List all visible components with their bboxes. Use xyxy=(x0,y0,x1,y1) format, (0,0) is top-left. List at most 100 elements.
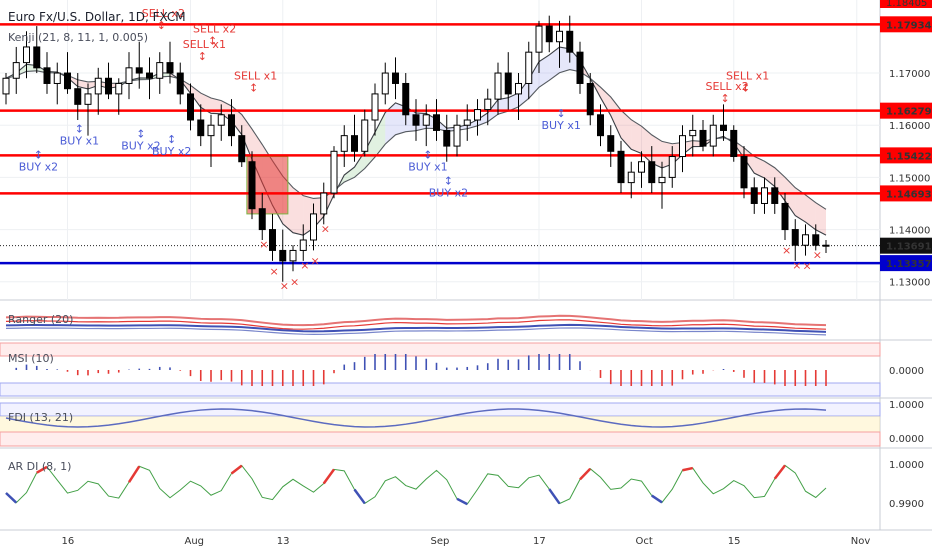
candle-up xyxy=(94,77,102,95)
signal-label: SELL x2 xyxy=(706,80,749,93)
candle-up xyxy=(340,135,348,152)
candle-up xyxy=(310,213,317,241)
level-label: 1.17934 xyxy=(886,20,932,31)
cloud-segment xyxy=(385,102,396,145)
candle-down xyxy=(576,51,584,84)
candle-down xyxy=(699,129,707,147)
candle-down xyxy=(64,72,71,90)
candle-down xyxy=(607,135,615,152)
candle-down xyxy=(443,129,451,147)
level-label-bg xyxy=(880,16,932,33)
cross-marker: × xyxy=(259,238,268,251)
signals: BUY x2↕BUY x1↕BUY x2↕BUY x2↕SELL x2↕ SELL… xyxy=(19,7,769,200)
signal-label: BUY x2 xyxy=(152,145,191,158)
candle-up xyxy=(627,171,635,184)
signal-arrow: ↕ xyxy=(557,107,566,120)
cloud-segment xyxy=(631,119,642,154)
candle-up xyxy=(453,124,461,147)
candle-down xyxy=(822,244,830,247)
cross-markers: ××× ×× ×××× ×× xyxy=(259,222,822,292)
candle-down xyxy=(720,124,727,131)
support-label: 1.13357 xyxy=(886,259,932,270)
horizontal-levels xyxy=(0,23,880,265)
candle-down xyxy=(176,72,184,95)
candle-down xyxy=(43,67,51,84)
signal-label: BUY x2 xyxy=(121,140,160,153)
candle-down xyxy=(197,119,205,137)
candle-up xyxy=(422,114,430,126)
ardi-highlight xyxy=(230,464,243,475)
ardi-highlight xyxy=(36,465,48,474)
candle-down xyxy=(238,135,246,163)
signal-arrow: ↕ xyxy=(249,81,258,94)
cloud-segment xyxy=(508,92,519,112)
ardi-label: AR DI (8, 1) xyxy=(8,460,71,473)
candle-down xyxy=(258,208,266,231)
signal-label: SELL x1 xyxy=(726,69,769,82)
candle-up xyxy=(463,119,471,126)
cloud-segment xyxy=(651,134,662,168)
signal-label: BUY x2 xyxy=(19,161,58,174)
fdi-mid-band xyxy=(0,416,880,432)
time-tick: Nov xyxy=(851,536,871,547)
signal-arrow: ↕ xyxy=(444,175,453,188)
signal-arrow: ↕ xyxy=(167,133,176,146)
signal-arrow: ↕ xyxy=(157,19,166,32)
cross-marker: × xyxy=(280,280,289,293)
ardi-tick-0: 0.9900 xyxy=(889,499,924,510)
level-label: 1.16279 xyxy=(886,107,932,118)
candle-up xyxy=(535,25,543,53)
msi-pane: 0.0000 xyxy=(0,342,924,397)
cross-marker: × xyxy=(321,222,330,235)
level-label: 1.15422 xyxy=(886,151,932,162)
ranger-line xyxy=(5,319,827,330)
candle-down xyxy=(135,67,143,74)
ranger-line xyxy=(5,314,827,327)
signal-arrow: ↕ xyxy=(136,128,145,141)
fdi-lower-band xyxy=(0,431,881,447)
signal-arrow: ↕ xyxy=(198,50,207,63)
top-label-bg xyxy=(880,0,932,8)
cloud-segment xyxy=(621,110,632,150)
cloud-segment xyxy=(815,202,826,236)
candle-up xyxy=(474,109,481,121)
candle-up xyxy=(679,135,686,158)
top-label: 1.18405 xyxy=(886,0,927,9)
cloud-segment xyxy=(764,161,775,187)
cross-marker: × xyxy=(792,259,801,272)
cross-marker: × xyxy=(813,248,822,261)
cloud-segment xyxy=(805,194,816,230)
ardi-highlight xyxy=(322,468,336,485)
price-tick: 1.13000 xyxy=(889,278,930,289)
time-axis: 16 Aug 13 Sep 17 Oct 15 Nov xyxy=(62,536,871,547)
candle-down xyxy=(74,88,82,105)
msi-label: MSI (10) xyxy=(8,352,54,365)
last-price-label-bg xyxy=(880,237,932,254)
signal-label: SELL x1 xyxy=(234,69,277,82)
candle-up xyxy=(515,82,522,95)
candle-down xyxy=(750,187,758,204)
last-price-label: 1.13691 xyxy=(886,242,932,253)
cross-marker: × xyxy=(300,259,309,272)
candle-up xyxy=(53,72,61,84)
signal-label: SELL x1 xyxy=(183,38,226,51)
time-tick: 15 xyxy=(728,536,741,547)
candle-up xyxy=(638,161,645,173)
signal-label: SELL x2 xyxy=(193,23,236,36)
cloud-segment xyxy=(559,47,570,73)
candle-up xyxy=(494,72,502,100)
level-label-bg xyxy=(880,147,932,164)
candle-down xyxy=(187,93,194,121)
cloud-segment xyxy=(600,87,611,116)
candle-up xyxy=(689,129,697,137)
signal-label: BUY x1 xyxy=(60,134,99,147)
fdi-upper-band xyxy=(0,402,881,417)
candle-down xyxy=(566,30,574,53)
candle-up xyxy=(658,176,666,184)
ardi-highlight xyxy=(127,465,141,483)
time-tick: 13 xyxy=(277,536,290,547)
ardi-highlight xyxy=(548,488,561,505)
ardi-highlight xyxy=(651,494,663,504)
cloud-segment xyxy=(354,151,365,178)
